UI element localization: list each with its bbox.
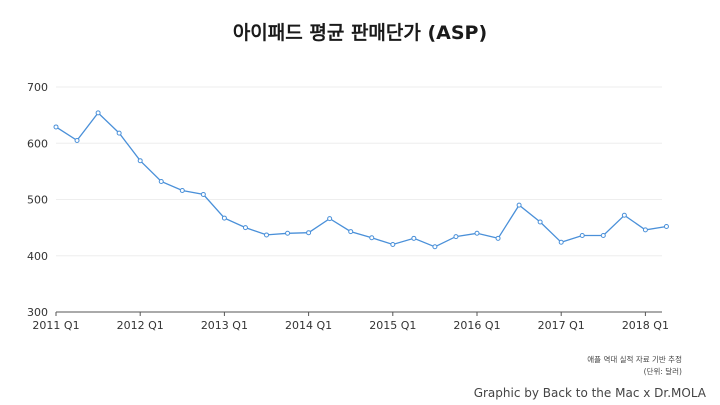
x-tick-label-6: 2017 Q1 [538,319,585,332]
data-point-2018-Q1 [642,227,648,233]
data-point-2014-Q2 [327,216,333,222]
data-point-2012-Q3 [179,188,185,193]
data-point-2015-Q4 [453,234,459,240]
data-point-2011-Q2 [74,137,80,143]
data-point-2012-Q2 [158,179,164,184]
data-point-2014-Q1 [306,230,312,236]
data-point-2012-Q4 [200,191,206,197]
data-point-2017-Q2 [579,233,585,238]
data-point-2017-Q1 [558,239,564,245]
y-tick-label-700: 700 [27,81,48,94]
x-tick-label-2: 2013 Q1 [201,319,248,332]
x-tick-label-7: 2018 Q1 [622,319,669,332]
data-point-2014-Q4 [369,235,375,241]
chart-title: 아이패드 평균 판매단가 (ASP) [232,22,488,44]
x-tick-label-5: 2016 Q1 [453,319,500,332]
x-tick-label-4: 2015 Q1 [369,319,416,332]
y-tick-label-300: 300 [27,306,48,319]
data-point-2011-Q4 [116,130,122,136]
data-point-2014-Q3 [348,229,354,235]
data-point-2016-Q1 [474,230,480,236]
data-point-2015-Q3 [432,244,438,250]
data-point-2013-Q4 [285,230,291,236]
data-point-2015-Q2 [411,235,417,241]
data-point-2016-Q3 [516,202,522,208]
y-tick-label-600: 600 [27,137,48,150]
y-tick-label-500: 500 [27,194,48,207]
x-tick-label-3: 2014 Q1 [285,319,332,332]
data-point-2013-Q2 [242,225,248,231]
data-point-2016-Q2 [495,235,501,241]
source-note-line1: 애플 역대 실적 자료 기반 추정 [587,355,682,364]
series-line-0 [55,111,667,248]
data-point-2017-Q3 [600,233,606,238]
data-point-2011-Q1 [53,124,59,130]
y-tick-label-400: 400 [27,250,48,263]
x-tick-label-0: 2011 Q1 [32,319,79,332]
data-point-2013-Q1 [221,215,227,221]
data-point-2015-Q1 [390,242,396,247]
data-point-2018-Q2 [663,224,669,229]
data-point-2013-Q3 [264,232,269,238]
data-point-2012-Q1 [137,158,143,164]
data-point-2016-Q4 [537,219,543,225]
data-point-2011-Q3 [95,110,101,116]
source-note-line2: (단위: 달러) [643,367,682,376]
x-tick-label-1: 2012 Q1 [117,319,164,332]
source-note: 애플 역대 실적 자료 기반 추정 (단위: 달러) [587,354,682,378]
credit-text: Graphic by Back to the Mac x Dr.MOLA [473,386,706,400]
data-point-2017-Q4 [621,212,627,218]
